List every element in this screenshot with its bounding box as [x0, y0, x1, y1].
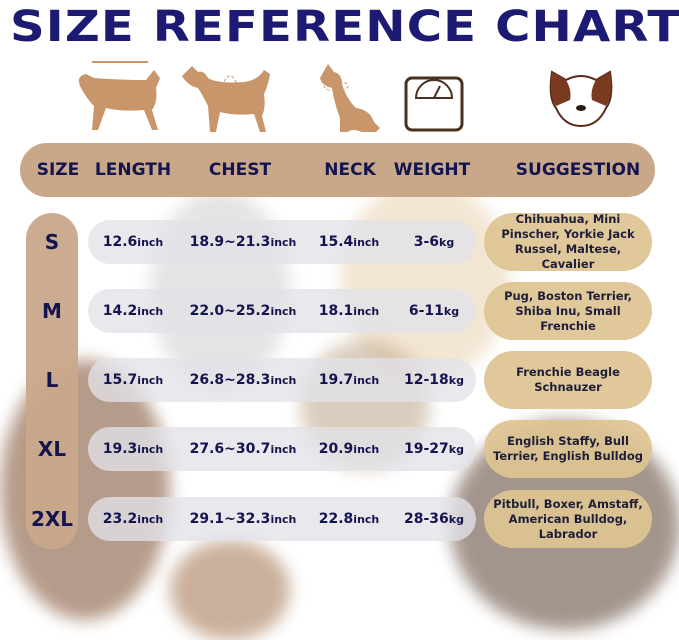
- weight-cell: 6-11kg: [408, 303, 460, 319]
- unit-label: inch: [137, 513, 164, 526]
- chest-cell: 29.1~32.3inch: [189, 511, 297, 527]
- length-cell: 12.6inch: [102, 234, 164, 250]
- chart-title: SIZE REFERENCE CHART: [10, 2, 679, 52]
- length-cell: 19.3inch: [102, 441, 164, 457]
- size-label: S: [44, 230, 60, 254]
- size-label: 2XL: [30, 507, 74, 531]
- suggestion-pill: Pug, Boston Terrier, Shiba Inu, Small Fr…: [484, 282, 652, 340]
- suggestion-text: Chihuahua, Mini Pinscher, Yorkie Jack Ru…: [501, 212, 635, 271]
- unit-label: kg: [443, 305, 460, 318]
- suggestion-text: English Staffy, Bull Terrier, English Bu…: [493, 434, 643, 463]
- neck-cell: 20.9inch: [318, 441, 380, 457]
- unit-label: inch: [270, 443, 297, 456]
- suggestion-text: Frenchie Beagle Schnauzer: [516, 365, 620, 394]
- chest-cell: 22.0~25.2inch: [189, 303, 297, 319]
- table-row: 12.6inch 18.9~21.3inch 15.4inch 3-6kg: [88, 220, 476, 264]
- weight-cell: 19-27kg: [404, 441, 464, 457]
- neck-cell: 22.8inch: [318, 511, 380, 527]
- dog-length-icon: [78, 61, 160, 130]
- size-label: M: [42, 299, 62, 323]
- unit-label: inch: [137, 236, 164, 249]
- weight-cell: 12-18kg: [404, 372, 464, 388]
- header-chest: CHEST: [208, 160, 272, 180]
- suggestion-text: Pitbull, Boxer, Amstaff, American Bulldo…: [493, 496, 643, 541]
- table-row: 19.3inch 27.6~30.7inch 20.9inch 19-27kg: [88, 427, 476, 471]
- unit-label: inch: [353, 305, 380, 318]
- header-length: LENGTH: [94, 160, 172, 180]
- unit-label: kg: [448, 443, 464, 456]
- table-row: 23.2inch 29.1~32.3inch 22.8inch 28-36kg: [88, 497, 476, 541]
- table-header: SIZE LENGTH CHEST NECK WEIGHT SUGGESTION: [20, 143, 655, 197]
- background-dog-photo: [170, 540, 290, 640]
- size-label: L: [45, 368, 59, 392]
- dog-neck-icon: [320, 64, 380, 132]
- unit-label: inch: [270, 374, 297, 387]
- length-cell: 15.7inch: [102, 372, 164, 388]
- suggestion-pill: Frenchie Beagle Schnauzer: [484, 351, 652, 409]
- unit-label: inch: [353, 374, 380, 387]
- unit-label: inch: [270, 305, 297, 318]
- header-suggestion: SUGGESTION: [515, 160, 641, 180]
- unit-label: kg: [448, 374, 464, 387]
- suggestion-pill: Pitbull, Boxer, Amstaff, American Bulldo…: [484, 490, 652, 548]
- neck-cell: 19.7inch: [318, 372, 380, 388]
- neck-cell: 18.1inch: [318, 303, 380, 319]
- dog-chest-icon: [182, 66, 270, 132]
- chest-cell: 27.6~30.7inch: [189, 441, 297, 457]
- suggestion-text: Pug, Boston Terrier, Shiba Inu, Small Fr…: [504, 288, 632, 333]
- header-weight: WEIGHT: [393, 160, 471, 180]
- header-neck: NECK: [324, 160, 376, 180]
- weight-cell: 28-36kg: [404, 511, 464, 527]
- table-row: 15.7inch 26.8~28.3inch 19.7inch 12-18kg: [88, 358, 476, 402]
- neck-cell: 15.4inch: [318, 234, 380, 250]
- unit-label: inch: [270, 513, 297, 526]
- unit-label: inch: [137, 443, 164, 456]
- length-cell: 14.2inch: [102, 303, 164, 319]
- unit-label: inch: [353, 513, 380, 526]
- unit-label: inch: [137, 305, 164, 318]
- size-label: XL: [37, 437, 67, 461]
- chest-cell: 18.9~21.3inch: [189, 234, 297, 250]
- unit-label: kg: [439, 236, 455, 249]
- unit-label: inch: [353, 443, 380, 456]
- size-column: [26, 213, 78, 549]
- unit-label: kg: [448, 513, 464, 526]
- weight-cell: 3-6kg: [413, 234, 455, 250]
- suggestion-pill: Chihuahua, Mini Pinscher, Yorkie Jack Ru…: [484, 212, 652, 271]
- suggestion-pill: English Staffy, Bull Terrier, English Bu…: [484, 420, 652, 478]
- length-cell: 23.2inch: [102, 511, 164, 527]
- header-size: SIZE: [36, 160, 80, 180]
- unit-label: inch: [270, 236, 297, 249]
- table-row: 14.2inch 22.0~25.2inch 18.1inch 6-11kg: [88, 289, 476, 333]
- weight-scale-icon: [404, 76, 464, 132]
- unit-label: inch: [353, 236, 380, 249]
- unit-label: inch: [137, 374, 164, 387]
- chest-cell: 26.8~28.3inch: [189, 372, 297, 388]
- dog-face-icon: [549, 70, 613, 128]
